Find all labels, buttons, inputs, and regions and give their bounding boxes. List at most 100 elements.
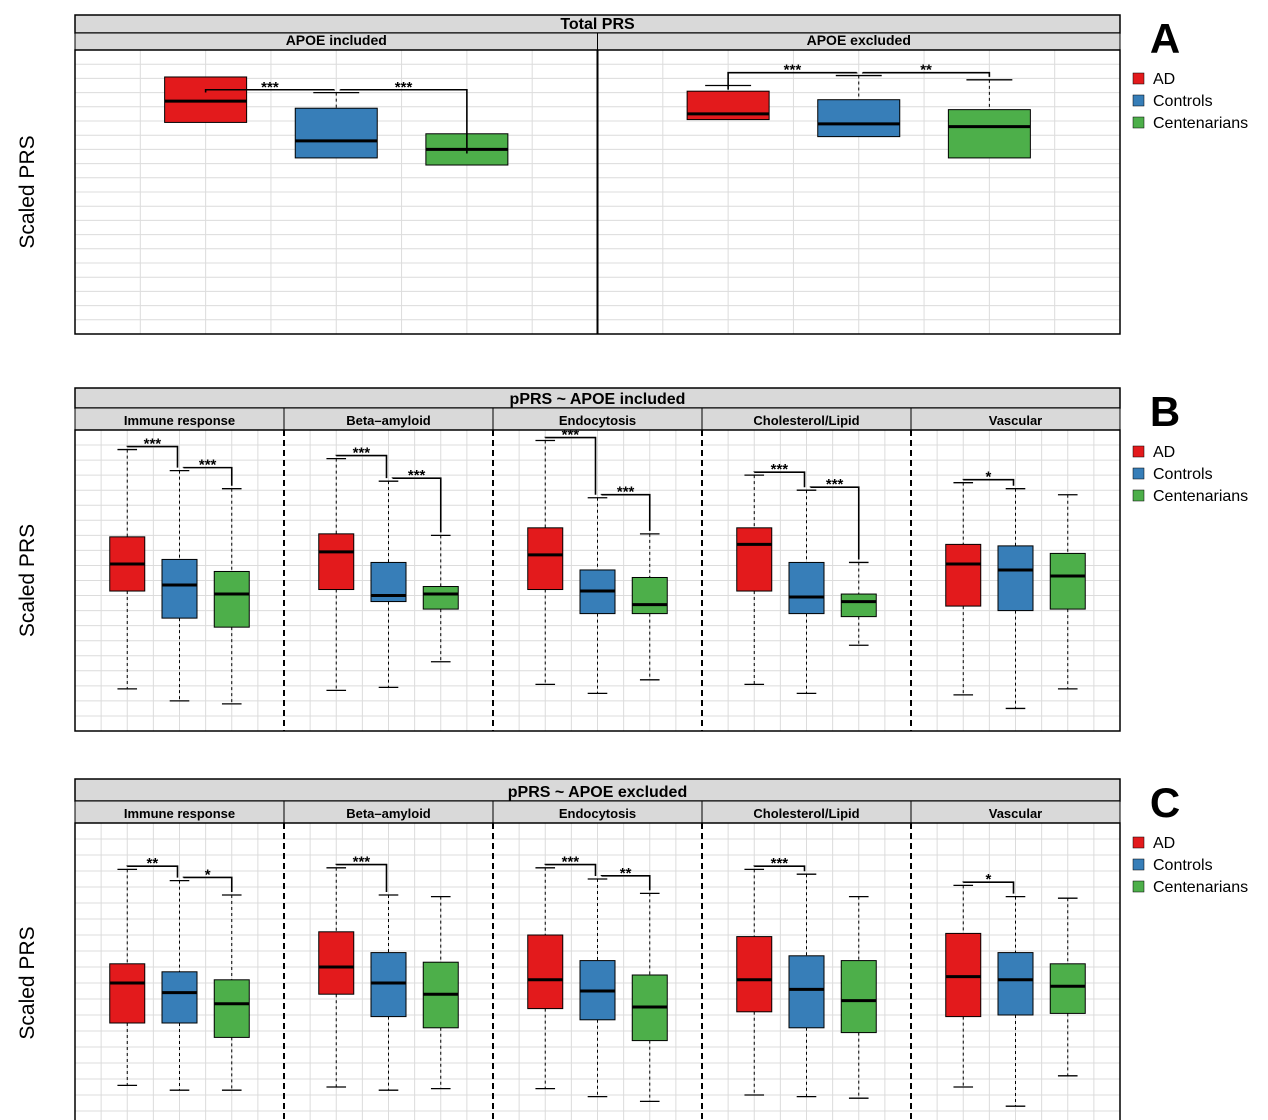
- legend-swatch: [1132, 116, 1145, 129]
- box-centenarians: [422, 895, 459, 1090]
- bracket-line: [335, 863, 388, 892]
- plot-border: [74, 429, 1121, 732]
- bracket-line: [126, 445, 179, 468]
- box-iqr: [945, 543, 982, 607]
- panel-title: pPRS ~ APOE included: [510, 391, 686, 408]
- box-iqr: [370, 952, 407, 1018]
- box-centenarians: [213, 488, 250, 705]
- box-ad: [736, 474, 773, 685]
- box-iqr: [318, 931, 355, 995]
- box-ad: [736, 868, 773, 1096]
- significance-bracket: *: [962, 469, 1015, 486]
- panel-letter: C: [1150, 779, 1180, 826]
- significance-bracket: ***: [204, 79, 336, 96]
- box-iqr: [997, 952, 1034, 1016]
- significance-stars: ***: [353, 445, 371, 462]
- box-centenarians: [1049, 897, 1086, 1077]
- legend-swatch: [1132, 445, 1145, 458]
- box-ad: [527, 439, 564, 685]
- box-iqr: [161, 971, 198, 1024]
- box-iqr: [109, 963, 146, 1024]
- box-controls: [370, 480, 407, 689]
- box-iqr: [736, 936, 773, 1013]
- facet-label: APOE included: [286, 32, 387, 48]
- significance-stars: ***: [617, 484, 635, 501]
- box-iqr: [1049, 963, 1086, 1014]
- bracket-line: [962, 881, 1015, 894]
- bracket-line: [544, 436, 597, 495]
- box-ad: [164, 76, 248, 123]
- box-iqr: [213, 979, 250, 1038]
- box-controls: [370, 894, 407, 1091]
- legend-label: Centenarians: [1153, 115, 1248, 132]
- box-iqr: [736, 527, 773, 592]
- legend-label: Controls: [1153, 93, 1213, 110]
- bracket-line: [544, 863, 597, 876]
- bracket-line: [962, 478, 1015, 486]
- significance-stars: *: [985, 871, 991, 888]
- box-centenarians: [631, 892, 668, 1103]
- box-iqr: [527, 934, 564, 1010]
- legend-swatch: [1132, 489, 1145, 502]
- box-iqr: [840, 960, 877, 1034]
- gridlines: [597, 50, 1120, 334]
- box-ad: [109, 868, 146, 1087]
- significance-bracket: ***: [753, 855, 806, 872]
- significance-bracket: ***: [126, 436, 179, 468]
- significance-bracket: ***: [600, 484, 651, 531]
- legend-label: Controls: [1153, 466, 1213, 483]
- panel-a: Total PRS APOE included *** *** APOE exclude…: [16, 14, 1248, 335]
- bracket-line: [753, 471, 806, 488]
- box-ad: [945, 482, 982, 696]
- box-ad: [318, 867, 355, 1088]
- box-iqr: [1049, 552, 1086, 610]
- significance-stars: ***: [562, 854, 580, 871]
- panel-letter: A: [1150, 15, 1180, 62]
- box-iqr: [318, 533, 355, 591]
- box-iqr: [213, 570, 250, 628]
- significance-stars: ***: [144, 436, 162, 453]
- box-iqr: [788, 561, 825, 615]
- significance-stars: *: [205, 866, 211, 883]
- box-centenarians: [840, 895, 877, 1099]
- facet-label: Endocytosis: [559, 413, 636, 428]
- significance-stars: ***: [261, 79, 279, 96]
- box-iqr: [817, 99, 901, 138]
- bracket-line: [335, 454, 388, 479]
- significance-bracket: **: [126, 855, 179, 878]
- box-iqr: [294, 107, 378, 159]
- bracket-line: [753, 865, 806, 872]
- significance-stars: ***: [826, 476, 844, 493]
- box-centenarians: [947, 79, 1031, 159]
- bracket-line: [727, 71, 858, 90]
- box-controls: [579, 497, 616, 695]
- facet-label: Vascular: [989, 806, 1043, 821]
- facet-label: APOE excluded: [807, 32, 911, 48]
- box-ad: [318, 457, 355, 692]
- significance-bracket: *: [182, 866, 233, 892]
- significance-bracket: *: [962, 871, 1015, 894]
- box-iqr: [788, 955, 825, 1029]
- legend-swatch: [1132, 836, 1145, 849]
- box-centenarians: [840, 561, 877, 646]
- bracket-line: [204, 88, 336, 93]
- significance-bracket: ***: [182, 457, 233, 486]
- y-axis-label: Scaled PRS: [16, 135, 39, 248]
- significance-bracket: ***: [753, 461, 806, 488]
- bracket-line: [126, 865, 179, 878]
- box-controls: [817, 74, 901, 138]
- facet-label: Cholesterol/Lipid: [753, 806, 859, 821]
- y-axis-label: Scaled PRS: [16, 926, 39, 1039]
- bracket-line: [339, 88, 468, 154]
- box-iqr: [527, 527, 564, 591]
- significance-bracket: **: [861, 62, 991, 79]
- significance-stars: ***: [771, 855, 789, 872]
- bracket-line: [182, 876, 233, 892]
- box-centenarians: [213, 894, 250, 1091]
- box-iqr: [631, 576, 668, 615]
- significance-bracket: ***: [335, 445, 388, 479]
- facet-label: Beta–amyloid: [346, 413, 431, 428]
